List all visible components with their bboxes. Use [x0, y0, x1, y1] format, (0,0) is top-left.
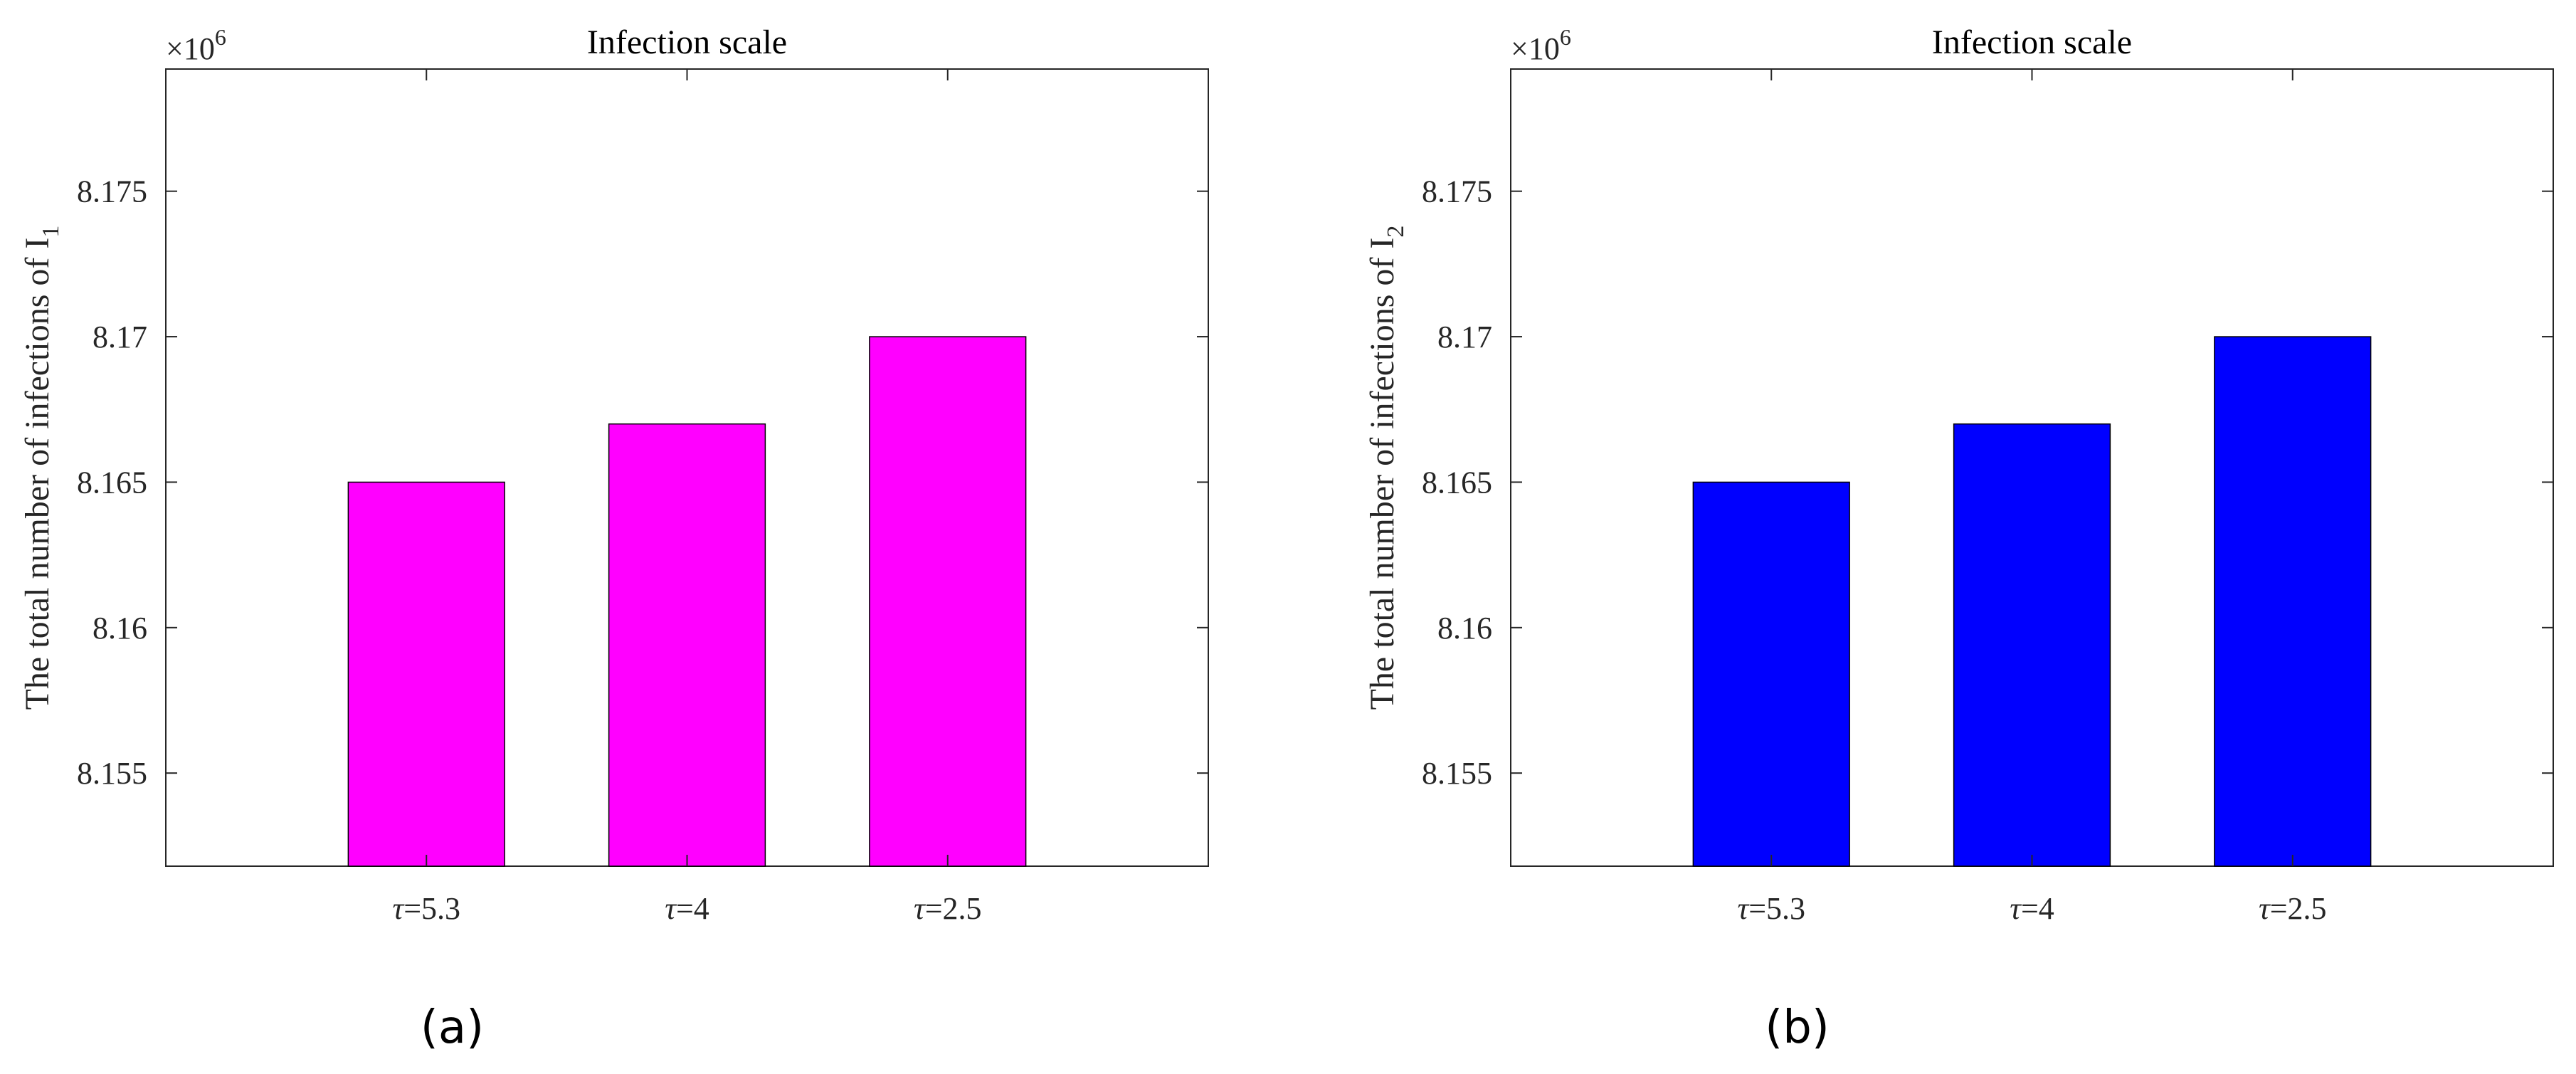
xtick-label-b-1: τ=4 [2010, 891, 2054, 926]
ytick-label-b-4: 8.175 [1422, 174, 1492, 209]
y-axis-title-b: The total number of infections of I2 [1363, 226, 1409, 710]
xtick-label-a-1: τ=4 [665, 891, 709, 926]
ytick-label-a-0: 8.155 [77, 756, 147, 791]
y-axis-title-a: The total number of infections of I1 [19, 226, 64, 710]
bar-a-3 [869, 336, 1027, 867]
chart-panel-b: 8.155 8.16 8.165 8.17 8.175 τ=5.3 τ=4 τ=2.5 ×106… [1345, 0, 2576, 1074]
subfigure-caption-a: (a) [421, 1001, 484, 1054]
bar-b-2 [1953, 423, 2111, 867]
bar-chart-b: 8.155 8.16 8.165 8.17 8.175 τ=5.3 τ=4 τ=2.5 ×106… [1363, 23, 2554, 1054]
ytick-label-b-1: 8.16 [1437, 611, 1492, 646]
ytick-label-a-3: 8.17 [93, 320, 147, 354]
chart-title-a: Infection scale [587, 23, 787, 61]
y-multiplier-b: ×106 [1511, 24, 1571, 66]
xtick-label-b-0: τ=5.3 [1737, 891, 1805, 926]
bar-b-3 [2214, 336, 2372, 867]
ytick-label-b-0: 8.155 [1422, 756, 1492, 791]
bar-a-2 [608, 423, 766, 867]
ytick-label-a-4: 8.175 [77, 174, 147, 209]
xtick-label-a-2: τ=2.5 [914, 891, 982, 926]
bar-a-1 [347, 481, 505, 867]
subfigure-caption-b: (b) [1765, 1001, 1830, 1054]
xtick-label-b-2: τ=2.5 [2259, 891, 2327, 926]
bar-chart-a: 8.155 8.16 8.165 8.17 8.175 τ=5.3 τ=4 τ=2.5 ×106… [19, 23, 1209, 1054]
chart-title-b: Infection scale [1932, 23, 2132, 61]
bar-b-1 [1692, 481, 1850, 867]
chart-panel-a: 8.155 8.16 8.165 8.17 8.175 τ=5.3 τ=4 τ=2.5 ×106… [19, 23, 1209, 1054]
ytick-label-a-1: 8.16 [93, 611, 147, 646]
ytick-label-b-3: 8.17 [1437, 320, 1492, 354]
xtick-label-a-0: τ=5.3 [392, 891, 460, 926]
ytick-label-a-2: 8.165 [77, 465, 147, 500]
ytick-label-b-2: 8.165 [1422, 465, 1492, 500]
y-multiplier-a: ×106 [166, 24, 226, 66]
